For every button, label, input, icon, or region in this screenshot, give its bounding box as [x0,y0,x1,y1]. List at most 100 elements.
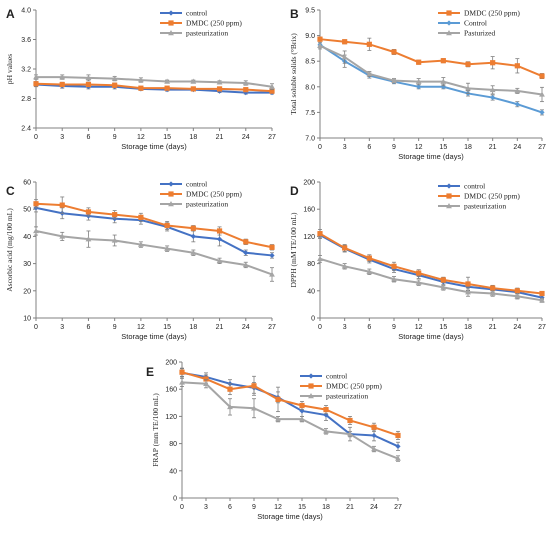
legend-marker [168,201,174,207]
data-point [539,73,545,79]
data-point [539,91,545,97]
x-tick-label: 12 [137,324,145,331]
data-point [138,214,144,220]
data-point [190,78,197,84]
legend-marker [308,393,314,399]
legend-marker [168,181,174,187]
legend-entry: control [160,9,207,18]
data-point [347,431,353,437]
series-line [35,206,273,257]
y-tick-label: 120 [303,234,315,241]
legend-entry: pasteurization [300,392,368,401]
x-tick-label: 18 [464,144,472,151]
series-2 [33,226,275,282]
y-tick-label: 0 [173,496,177,503]
data-point [440,58,446,64]
data-point [59,233,66,239]
y-tick-label: 9.0 [305,33,315,40]
chart-panel-a: A 2.4 2.8 3.2 3.6 4.0 0 3 6 9 12 15 18 21 24 27 Storage … [5,7,276,151]
legend-label: pasteurization [464,202,506,211]
data-point [514,87,521,94]
x-axis-title: Storage time (days) [398,332,464,341]
data-point [190,225,196,231]
y-tick-label: 8.0 [305,84,315,91]
x-tick-label: 27 [538,144,546,151]
x-tick-label: 12 [274,504,282,511]
data-point [366,255,372,261]
legend-entry: pasteurization [160,200,228,209]
data-point [179,369,185,375]
legend-label: control [464,182,485,191]
data-point [242,261,249,268]
x-tick-label: 21 [346,504,354,511]
y-tick-label: 3.2 [21,67,31,74]
x-tick-label: 21 [216,134,224,141]
data-point [216,86,223,92]
data-point [299,416,305,422]
legend-label: pasteurization [186,200,228,209]
data-point [415,279,422,285]
x-tick-label: 6 [228,504,232,511]
legend-entry: pasteurization [160,29,228,38]
x-tick-label: 24 [513,324,521,331]
y-tick-label: 10 [23,316,31,323]
x-axis-title: Storage time (days) [121,142,187,151]
x-tick-label: 15 [439,144,447,151]
x-tick-label: 9 [392,144,396,151]
chart-panel-b: B 7.0 7.5 8.0 8.5 9.0 9.5 0 3 6 9 12 15 18 21 24 27 Stora… [289,7,546,161]
data-point [489,290,496,296]
y-axis-title: pH values [5,54,14,84]
series-line [181,381,399,460]
data-point [395,443,401,449]
data-point [190,233,196,239]
data-point [33,201,39,207]
data-point [395,455,401,461]
data-point [366,71,373,77]
legend-entry: DMDC (250 ppm) [438,9,520,18]
data-point [269,83,275,89]
x-tick-label: 27 [538,324,546,331]
series-1 [179,367,401,440]
y-tick-label: 50 [23,207,31,214]
legend-entry: control [300,372,347,381]
data-point [347,417,353,424]
x-tick-label: 0 [318,144,322,151]
data-point [440,78,447,84]
x-tick-label: 27 [268,324,276,331]
series-line [319,43,543,114]
series-line [319,234,543,299]
data-point [243,239,249,245]
data-point [216,79,223,85]
x-tick-label: 0 [34,134,38,141]
data-point [85,81,92,88]
x-tick-label: 6 [86,324,90,331]
y-tick-label: 40 [23,234,31,241]
series-line [35,82,273,93]
data-point [539,297,545,303]
data-point [371,432,377,439]
y-tick-label: 20 [23,288,31,295]
y-tick-label: 160 [303,207,315,214]
legend-label: Control [464,19,487,28]
data-point [416,84,422,90]
data-point [137,77,144,83]
y-tick-label: 3.6 [21,37,31,44]
y-axis-title: DPPH (mM TE/100 mL) [289,212,298,288]
y-tick-label: 0 [311,316,315,323]
data-point [227,403,233,410]
data-point [164,245,171,251]
y-tick-label: 2.8 [21,96,31,103]
series-line [35,83,272,94]
x-tick-label: 15 [163,134,171,141]
data-point [514,293,521,299]
data-point [242,80,249,86]
series-1 [33,81,275,94]
data-point [317,36,323,42]
y-tick-label: 7.5 [305,110,315,117]
data-point [85,209,92,215]
x-tick-label: 24 [370,504,378,511]
legend-entry: DMDC (250 ppm) [160,190,242,199]
series-2 [179,377,401,462]
data-point [112,212,118,218]
legend-marker [308,383,314,389]
